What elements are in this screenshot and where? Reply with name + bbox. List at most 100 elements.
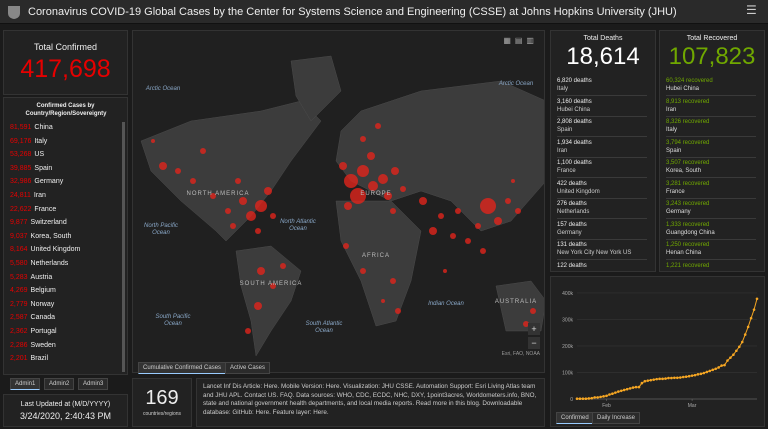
confirmed-row[interactable]: 24,811 Iran [10, 192, 46, 199]
chart-tab[interactable]: Confirmed [556, 412, 594, 424]
case-circle[interactable] [190, 178, 196, 184]
case-circle[interactable] [264, 187, 272, 195]
confirmed-row[interactable]: 39,885 Spain [10, 165, 52, 172]
stat-row[interactable]: 157 deaths Germany [557, 221, 647, 240]
case-circle[interactable] [429, 227, 437, 235]
case-circle[interactable] [384, 192, 392, 200]
case-circle[interactable] [245, 328, 251, 334]
case-circle[interactable] [455, 208, 461, 214]
case-circle[interactable] [367, 152, 375, 160]
stat-row[interactable]: 1,250 recovered Henan China [666, 241, 756, 260]
stat-row[interactable]: 60,324 recovered Hubei China [666, 77, 756, 96]
admin-tab[interactable]: Admin3 [78, 378, 109, 390]
confirmed-row[interactable]: 53,268 US [10, 151, 44, 158]
chart-tab[interactable]: Daily Increase [592, 412, 641, 424]
stat-row[interactable]: 2,808 deaths Spain [557, 118, 647, 137]
stat-row[interactable]: 8,326 recovered Italy [666, 118, 756, 137]
confirmed-row[interactable]: 5,580 Netherlands [10, 260, 68, 267]
map-tab[interactable]: Active Cases [225, 362, 271, 374]
stat-row[interactable]: 1,333 recovered Guangdong China [666, 221, 756, 240]
case-circle[interactable] [239, 197, 247, 205]
case-circle[interactable] [390, 208, 396, 214]
case-circle[interactable] [475, 223, 481, 229]
case-circle[interactable] [270, 283, 276, 289]
stat-row[interactable]: 3,160 deaths Hubei China [557, 98, 647, 117]
confirmed-row[interactable]: 2,779 Norway [10, 301, 54, 308]
stat-row[interactable]: 122 deaths [557, 262, 647, 272]
case-circle[interactable] [225, 208, 231, 214]
confirmed-row[interactable]: 8,164 United Kingdom [10, 246, 80, 253]
zoom-in[interactable]: + [528, 323, 540, 335]
case-circle[interactable] [357, 165, 369, 177]
case-circle[interactable] [523, 321, 529, 327]
stat-row[interactable]: 3,507 recovered Korea, South [666, 159, 756, 178]
stat-row[interactable]: 422 deaths United Kingdom [557, 180, 647, 199]
case-circle[interactable] [419, 197, 427, 205]
stat-row[interactable]: 1,934 deaths Iran [557, 139, 647, 158]
case-circle[interactable] [375, 123, 381, 129]
confirmed-row[interactable]: 9,877 Switzerland [10, 219, 67, 226]
confirmed-row[interactable]: 9,037 Korea, South [10, 233, 71, 240]
case-circle[interactable] [400, 186, 406, 192]
case-circle[interactable] [360, 268, 366, 274]
case-circle[interactable] [151, 139, 155, 143]
case-circle[interactable] [443, 269, 447, 273]
case-circle[interactable] [159, 162, 167, 170]
stat-row[interactable]: 3,281 recovered France [666, 180, 756, 199]
case-circle[interactable] [339, 162, 347, 170]
case-circle[interactable] [246, 211, 256, 221]
case-circle[interactable] [480, 248, 486, 254]
confirmed-row[interactable]: 4,269 Belgium [10, 287, 56, 294]
case-circle[interactable] [344, 174, 358, 188]
stat-row[interactable]: 3,243 recovered Germany [666, 200, 756, 219]
case-circle[interactable] [515, 208, 521, 214]
case-circle[interactable] [255, 228, 261, 234]
case-circle[interactable] [230, 223, 236, 229]
case-circle[interactable] [210, 193, 216, 199]
case-circle[interactable] [344, 202, 352, 210]
scrollbar[interactable] [122, 122, 125, 372]
case-circle[interactable] [391, 167, 399, 175]
confirmed-row[interactable]: 22,622 France [10, 206, 56, 213]
stat-row[interactable]: 1,221 recovered [666, 262, 756, 272]
case-circle[interactable] [255, 200, 267, 212]
stat-row[interactable]: 131 deaths New York City New York US [557, 241, 647, 260]
case-circle[interactable] [343, 243, 349, 249]
admin-tab[interactable]: Admin1 [10, 378, 41, 390]
case-circle[interactable] [511, 179, 515, 183]
case-circle[interactable] [235, 178, 241, 184]
stat-row[interactable]: 6,820 deaths Italy [557, 77, 647, 96]
case-circle[interactable] [200, 148, 206, 154]
stat-row[interactable]: 3,794 recovered Spain [666, 139, 756, 158]
case-circle[interactable] [390, 278, 396, 284]
confirmed-row[interactable]: 32,986 Germany [10, 178, 63, 185]
case-circle[interactable] [395, 308, 401, 314]
case-circle[interactable] [175, 168, 181, 174]
menu-button[interactable]: ☰ [746, 3, 757, 17]
confirmed-row[interactable]: 2,362 Portugal [10, 328, 57, 335]
confirmed-row[interactable]: 2,587 Canada [10, 314, 55, 321]
confirmed-row[interactable]: 2,286 Sweden [10, 342, 56, 349]
case-circle[interactable] [450, 233, 456, 239]
confirmed-row[interactable]: 2,201 Brazil [10, 355, 48, 362]
case-circle[interactable] [350, 188, 366, 204]
stat-row[interactable]: 276 deaths Netherlands [557, 200, 647, 219]
case-circle[interactable] [257, 267, 265, 275]
case-circle[interactable] [530, 308, 536, 314]
case-circle[interactable] [465, 238, 471, 244]
case-circle[interactable] [254, 302, 262, 310]
case-circle[interactable] [280, 263, 286, 269]
case-circle[interactable] [270, 213, 276, 219]
admin-tab[interactable]: Admin2 [44, 378, 75, 390]
confirmed-row[interactable]: 81,591 China [10, 124, 53, 131]
case-circle[interactable] [505, 198, 511, 204]
case-circle[interactable] [438, 213, 444, 219]
map-tab[interactable]: Cumulative Confirmed Cases [138, 362, 227, 374]
zoom-out[interactable]: − [528, 337, 540, 349]
case-circle[interactable] [381, 299, 385, 303]
stat-row[interactable]: 1,100 deaths France [557, 159, 647, 178]
case-circle[interactable] [480, 198, 496, 214]
map-tools[interactable]: ▦▤▥ [503, 36, 538, 45]
map[interactable]: ▦▤▥ + − Esri, FAO, NOAA Arctic Ocean Arct… [132, 30, 545, 373]
case-circle[interactable] [378, 174, 388, 184]
